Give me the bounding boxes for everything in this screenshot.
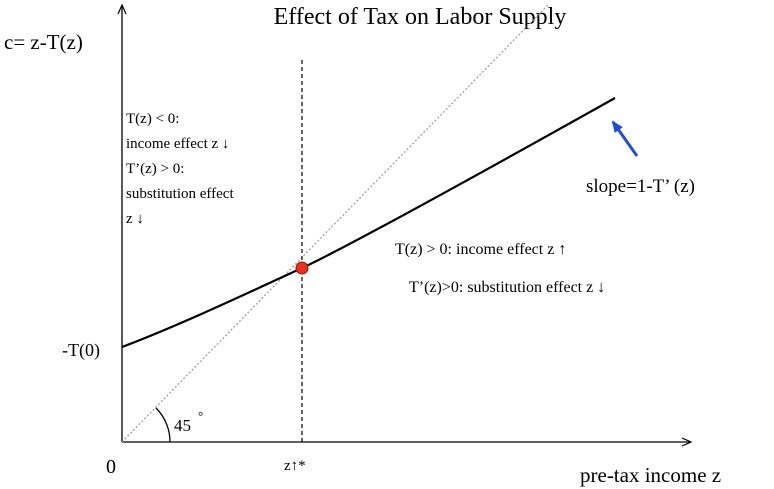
right-note: T’(z)>0: substitution effect z ↓: [409, 279, 605, 296]
x-axis-label: pre-tax income z: [580, 463, 721, 487]
angle-label: 45: [174, 416, 191, 435]
zstar-label: z↑*: [284, 458, 306, 474]
left-note: z ↓: [126, 211, 144, 227]
left-note: T(z) < 0:: [126, 111, 179, 127]
left-note: income effect z ↓: [126, 136, 229, 152]
budget-curve: [121, 97, 616, 349]
intercept-label: -T(0): [62, 340, 100, 361]
45-degree-line: [121, 4, 549, 443]
slope-label: slope=1-T’ (z): [586, 176, 695, 197]
left-note: T’(z) > 0:: [126, 161, 184, 177]
origin-label: 0: [106, 456, 116, 478]
right-note: T(z) > 0: income effect z ↑: [395, 241, 566, 258]
tangent-point: [295, 261, 309, 275]
slope-arrow: [611, 120, 639, 157]
title: Effect of Tax on Labor Supply: [274, 4, 567, 30]
left-note: substitution effect: [126, 186, 234, 202]
angle-arc: [155, 407, 171, 443]
y-axis-label: c= z-T(z): [4, 30, 83, 54]
degree-label: °: [198, 408, 203, 423]
